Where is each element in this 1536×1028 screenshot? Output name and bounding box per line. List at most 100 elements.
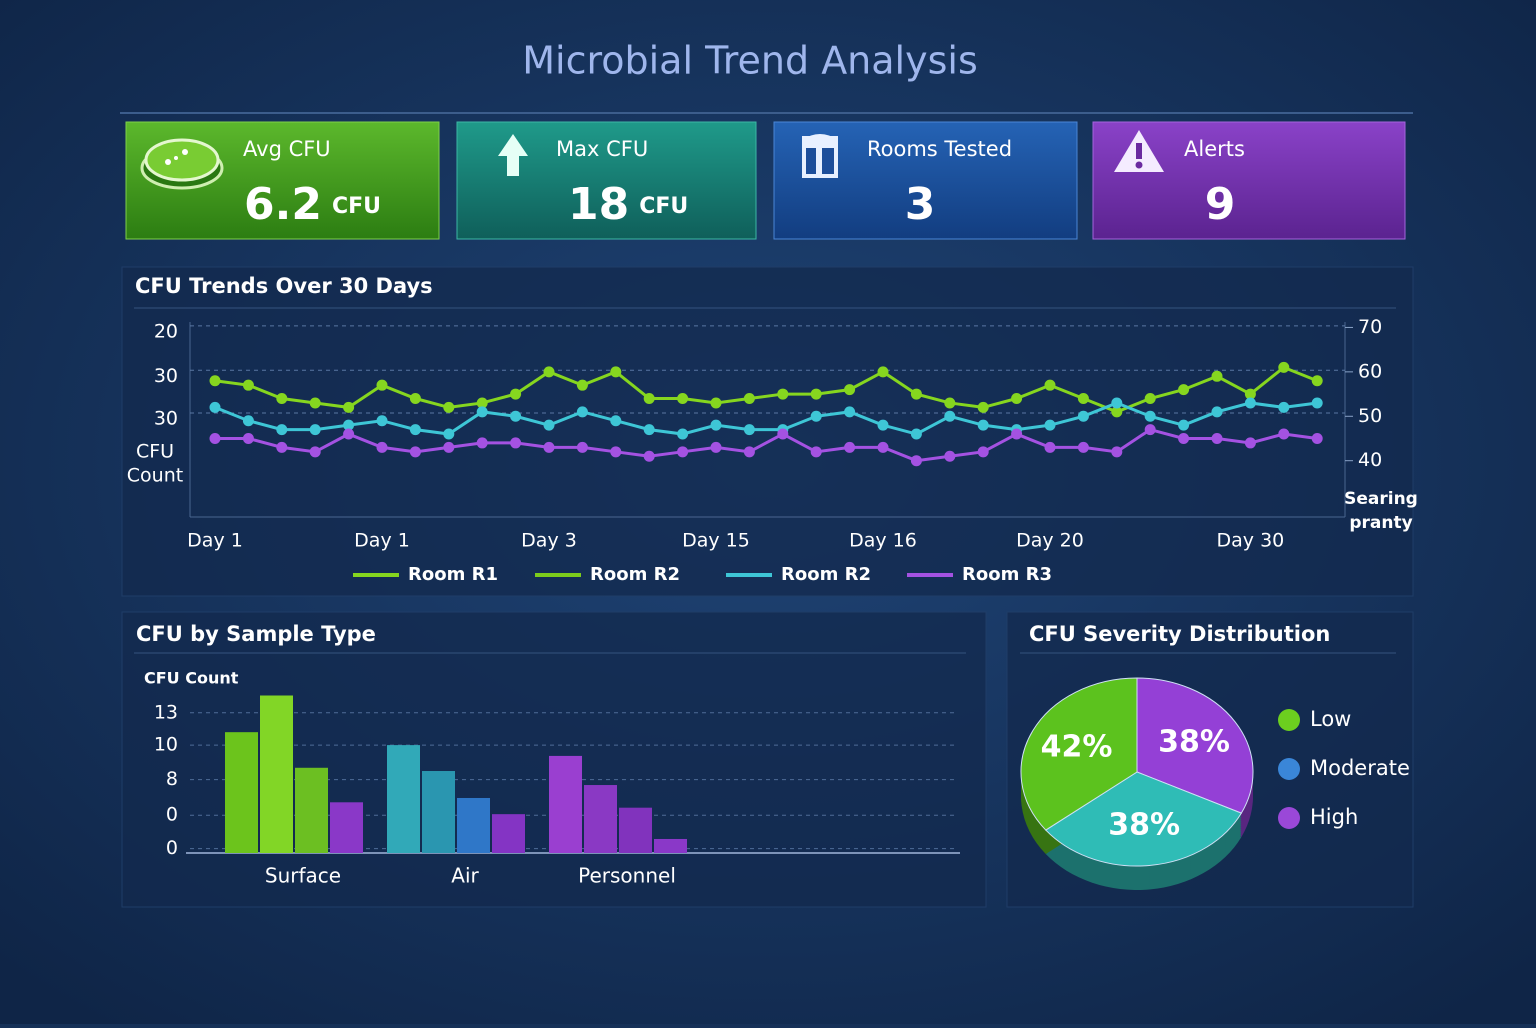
data-point — [743, 393, 755, 405]
data-point — [1211, 406, 1223, 418]
bar — [619, 807, 652, 853]
bar — [549, 755, 582, 853]
data-point — [376, 441, 388, 453]
data-point — [1311, 375, 1323, 387]
data-point — [276, 393, 288, 405]
data-point — [910, 388, 922, 400]
y-tick-label: 10 — [154, 734, 178, 756]
data-point — [710, 397, 722, 409]
panel-title: CFU Severity Distribution — [1029, 622, 1330, 646]
page-title: Microbial Trend Analysis — [522, 39, 978, 83]
y2-axis-label: pranty — [1349, 513, 1412, 533]
y2-tick-label: 50 — [1358, 405, 1382, 427]
data-point — [1011, 393, 1023, 405]
bar — [492, 814, 525, 853]
data-point — [409, 446, 421, 458]
data-point — [242, 379, 254, 391]
data-point — [376, 415, 388, 427]
y-axis-label: Count — [127, 465, 183, 487]
data-point — [977, 419, 989, 431]
y2-tick-label: 40 — [1358, 449, 1382, 471]
data-point — [1044, 379, 1056, 391]
x-tick-label: Day 16 — [849, 530, 917, 552]
legend-label: Room R3 — [962, 564, 1052, 585]
data-point — [777, 388, 789, 400]
data-point — [1044, 441, 1056, 453]
legend-label: High — [1310, 805, 1358, 829]
data-point — [1144, 410, 1156, 422]
y-tick-label: 8 — [166, 768, 178, 790]
icon-arrow-up — [498, 134, 528, 176]
icon-warning — [1114, 130, 1164, 172]
data-point — [743, 446, 755, 458]
data-point — [1111, 397, 1123, 409]
data-point — [409, 424, 421, 436]
data-point — [1311, 432, 1323, 444]
legend-label: Moderate — [1310, 756, 1410, 780]
data-point — [977, 446, 989, 458]
bar — [584, 785, 617, 853]
pie-slice — [1044, 771, 1243, 867]
data-point — [343, 401, 355, 413]
data-point — [443, 428, 455, 440]
series-line — [214, 365, 1318, 414]
data-point — [576, 406, 588, 418]
kpi-value: 18 CFU — [568, 179, 688, 230]
kpi-label: Rooms Tested — [867, 137, 1012, 161]
data-point — [944, 410, 956, 422]
icon-dish — [140, 138, 224, 190]
data-point — [877, 366, 889, 378]
pie-slice — [1136, 677, 1254, 814]
kpi-value: 9 — [1205, 179, 1236, 230]
y2-tick-label: 70 — [1358, 316, 1382, 338]
bar — [330, 802, 363, 853]
data-point — [643, 424, 655, 436]
data-point — [443, 441, 455, 453]
data-point — [1178, 384, 1190, 396]
slice-label: 38% — [1158, 725, 1230, 760]
data-point — [1244, 397, 1256, 409]
data-point — [1311, 397, 1323, 409]
data-point — [1011, 428, 1023, 440]
pie-slice — [1020, 677, 1138, 831]
x-tick-label: Day 30 — [1217, 530, 1285, 552]
data-point — [1111, 446, 1123, 458]
series-line — [214, 401, 1318, 436]
legend-label: Low — [1310, 707, 1351, 731]
data-point — [977, 401, 989, 413]
x-tick-label: Day 1 — [187, 530, 243, 552]
data-point — [810, 388, 822, 400]
data-point — [343, 419, 355, 431]
data-point — [376, 379, 388, 391]
data-point — [844, 384, 856, 396]
y-axis-label: CFU Count — [144, 669, 239, 688]
data-point — [1144, 424, 1156, 436]
data-point — [1077, 441, 1089, 453]
x-tick-label: Air — [451, 864, 479, 888]
bar — [654, 838, 687, 853]
kpi-value: 3 — [905, 179, 936, 230]
data-point — [743, 424, 755, 436]
y-tick-label: 0 — [166, 837, 178, 859]
y-axis-label: CFU — [136, 441, 174, 463]
data-point — [242, 415, 254, 427]
data-point — [643, 393, 655, 405]
data-point — [877, 419, 889, 431]
data-point — [209, 375, 221, 387]
data-point — [777, 428, 789, 440]
data-point — [710, 419, 722, 431]
y-tick-label: 13 — [154, 701, 178, 723]
data-point — [610, 366, 622, 378]
data-point — [1044, 419, 1056, 431]
data-point — [543, 441, 555, 453]
data-point — [510, 410, 522, 422]
y-tick-label: 0 — [166, 804, 178, 826]
data-point — [877, 441, 889, 453]
slice-label: 38% — [1108, 808, 1180, 843]
data-point — [242, 432, 254, 444]
bar — [260, 695, 293, 853]
data-point — [276, 424, 288, 436]
data-point — [910, 428, 922, 440]
legend-dot — [1278, 709, 1300, 731]
data-point — [1077, 393, 1089, 405]
